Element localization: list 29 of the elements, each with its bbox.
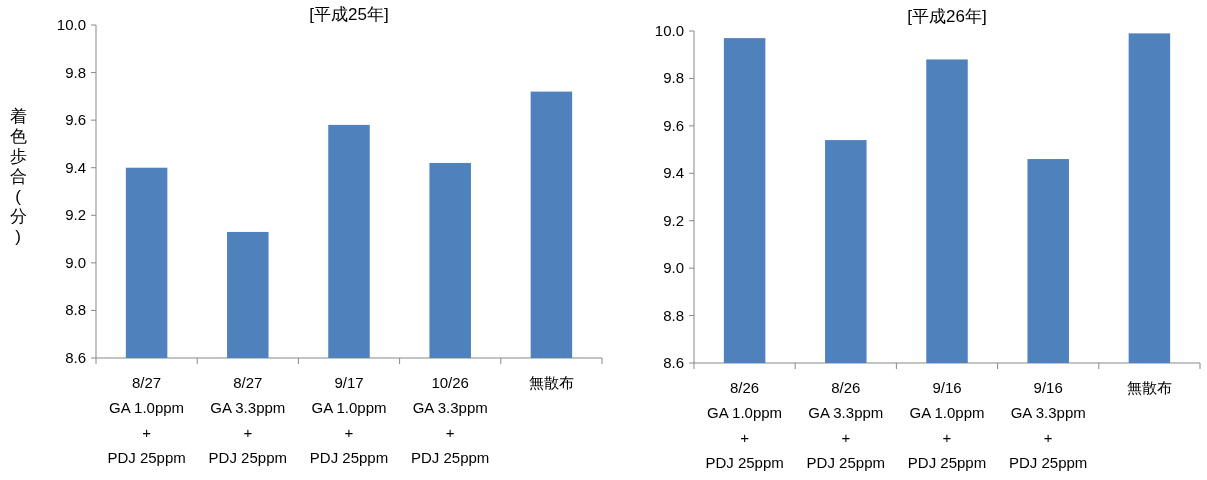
x-tick-label: 無散布 (1126, 379, 1172, 396)
y-tick-label: 8.8 (65, 301, 86, 319)
y-tick-label: 8.6 (663, 354, 684, 371)
y-tick-label: 9.2 (65, 206, 86, 224)
x-tick-label: 9/16 GA 1.0ppm + PDJ 25ppm (907, 379, 987, 471)
x-tick-label: 9/16 GA 3.3ppm + PDJ 25ppm (1009, 379, 1088, 471)
y-tick-label: 9.6 (663, 116, 684, 134)
x-tick-label: 8/27 GA 3.3ppm + PDJ 25ppm (208, 374, 287, 466)
y-tick-label: 10.0 (654, 22, 684, 39)
y-tick-label: 8.8 (663, 306, 684, 324)
y-tick-label: 9.0 (65, 253, 86, 271)
chart-title: [平成25年] (309, 5, 389, 24)
y-tick-label: 9.8 (663, 69, 684, 87)
y-tick-label: 9.4 (663, 164, 684, 182)
y-tick-label: 9.8 (65, 63, 86, 81)
x-tick-label: 8/26 GA 1.0ppm + PDJ 25ppm (705, 379, 784, 471)
y-tick-label: 8.6 (65, 349, 86, 366)
y-tick-label: 9.6 (65, 111, 86, 129)
x-tick-label: 8/26 GA 3.3ppm + PDJ 25ppm (806, 379, 885, 471)
x-tick-label: 無散布 (528, 374, 574, 391)
y-tick-label: 10.0 (56, 16, 86, 33)
x-tick-label: 9/17 GA 1.0ppm + PDJ 25ppm (309, 374, 389, 466)
y-tick-label: 9.4 (65, 158, 86, 176)
y-axis-title: 着色歩合(分) (9, 106, 27, 246)
x-tick-label: 8/27 GA 1.0ppm + PDJ 25ppm (107, 374, 186, 466)
y-tick-label: 9.2 (663, 211, 684, 229)
y-tick-label: 9.0 (663, 259, 684, 277)
x-tick-label: 10/26 GA 3.3ppm + PDJ 25ppm (411, 374, 490, 466)
chart-title: [平成26年] (907, 7, 987, 26)
